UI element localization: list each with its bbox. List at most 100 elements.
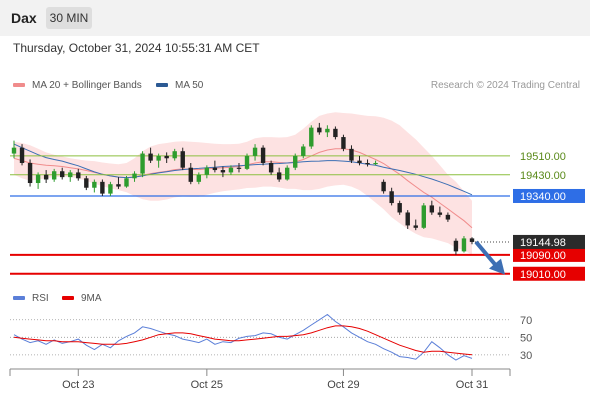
candle [35,172,41,189]
candle-body [100,181,105,194]
candle-body [108,184,113,194]
candle [51,168,57,182]
candle [413,219,418,231]
symbol-label: Dax [11,10,37,26]
legend-rsi-ma-label: 9MA [81,293,102,304]
rsi-tick-label: 70 [520,315,532,327]
candle-body [309,127,314,147]
candle [405,210,410,229]
candle [276,167,282,182]
candle [116,177,121,189]
rsi-tick-label: 30 [520,350,532,362]
candle [132,171,137,182]
candle-body [453,240,459,252]
candle-body [156,155,161,161]
candle [445,212,451,222]
candle [188,162,193,185]
candle [389,187,394,206]
candle [100,179,105,196]
candle-body [293,155,298,168]
candle [293,153,298,171]
candle-body [244,155,250,169]
candle-body [188,167,193,182]
candle-body [236,167,242,169]
candle-body [413,225,418,228]
datetime-label: Thursday, October 31, 2024 10:55:31 AM C… [13,41,260,55]
candle-body [68,172,73,178]
candle-body [260,147,266,163]
candle [469,237,475,245]
candle [76,168,81,181]
candle [19,144,25,166]
legend-rsi-ma: 9MA [62,293,102,304]
candle-body [196,174,202,182]
candle-body [445,214,451,220]
candle-body [19,147,25,163]
candle-body [276,172,282,180]
candle-body [212,167,218,171]
candle-body [51,171,57,180]
candle-body [116,184,121,187]
candle-body [92,181,97,188]
candle-body [421,205,426,228]
candle [244,153,250,171]
candle [252,144,258,161]
candle [108,181,113,196]
candle-body [357,160,362,163]
candle-body [164,155,169,159]
last-price-tag-bg [513,234,585,249]
candle [140,151,145,178]
candle [124,175,129,188]
legend-bollinger: MA 20 + Bollinger Bands [13,80,142,91]
candle [341,134,346,152]
level-label: 19010.00 [520,269,566,281]
candle [228,165,234,175]
last-price-label: 19144.98 [520,237,566,249]
rsi-swatch-icon [13,296,25,301]
candle [43,170,49,184]
candle [164,152,169,163]
candle [357,155,362,166]
candle [204,165,210,179]
candle [317,122,322,135]
candle-body [461,238,467,252]
candle-body [11,147,17,154]
candle-body [228,167,234,173]
candle-body [84,178,89,188]
timeframe-button[interactable]: 30 MIN [46,7,92,29]
candle-body [172,151,177,159]
candle-body [268,162,274,173]
candle [268,160,274,175]
x-tick-label: Oct 25 [191,379,223,391]
x-tick-label: Oct 29 [327,379,359,391]
level-label: 19340.00 [520,191,566,203]
level-label: 19430.00 [520,170,566,182]
legend-ma50-label: MA 50 [175,80,204,91]
candle [68,170,73,182]
rsi-ma-swatch-icon [62,296,74,301]
candle-body [148,153,153,161]
rsi-series-line [13,325,473,356]
x-tick-label: Oct 31 [456,379,488,391]
candle [220,166,226,178]
candle [397,200,402,215]
candle [421,203,426,229]
candle [60,167,65,180]
candle [365,159,370,167]
rsi-tick-label: 50 [520,332,532,344]
legend-ma50: MA 50 [156,80,203,91]
candle [461,236,467,253]
chart-header-bar: Dax 30 MIN [0,0,590,36]
candle-body [27,162,33,184]
candle-body [365,162,370,165]
candle-body [397,203,402,213]
candle-body [373,162,378,165]
candle [437,206,443,218]
candle [212,160,218,173]
forecast-arrow-head-icon [489,258,505,275]
candle-body [180,151,185,168]
candle [196,172,202,185]
bollinger-swatch-icon [13,83,25,88]
candle-body [405,212,410,226]
